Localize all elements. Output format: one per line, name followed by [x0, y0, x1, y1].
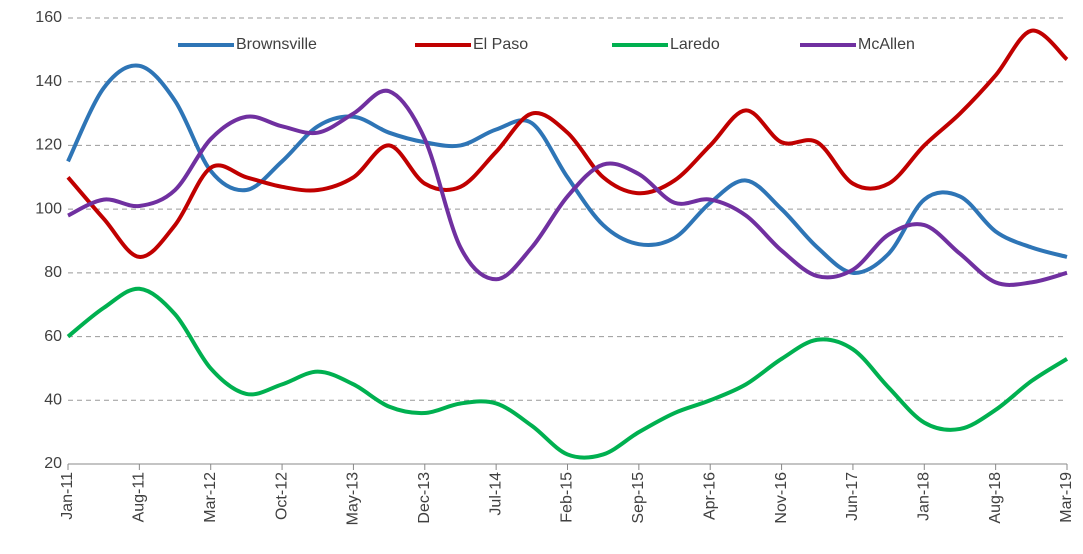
x-tick-label: Jun-17: [844, 472, 861, 521]
x-tick-label: Mar-19: [1058, 472, 1075, 523]
x-tick-label: Sep-15: [630, 472, 647, 524]
legend-label: McAllen: [858, 36, 915, 53]
x-tick-label: Jul-14: [487, 472, 504, 516]
y-tick-label: 40: [44, 392, 62, 409]
x-tick-label: Dec-13: [416, 472, 433, 524]
x-tick-label: Oct-12: [273, 472, 290, 520]
x-tick-label: May-13: [345, 472, 362, 525]
series-line: [66, 286, 1069, 460]
legend-label: Laredo: [670, 36, 720, 53]
y-tick-label: 100: [35, 200, 62, 217]
y-tick-label: 60: [44, 328, 62, 345]
legend-label: El Paso: [473, 36, 528, 53]
series-line: [66, 28, 1069, 259]
x-tick-label: Aug-11: [131, 472, 148, 523]
x-tick-label: Feb-15: [559, 472, 576, 523]
y-tick-label: 20: [44, 455, 62, 472]
legend-label: Brownsville: [236, 36, 317, 53]
x-tick-label: Jan-11: [59, 472, 76, 520]
series-line: [66, 63, 1068, 275]
y-tick-label: 140: [35, 73, 62, 90]
x-tick-label: Jan-18: [916, 472, 933, 521]
x-tick-label: Aug-18: [987, 472, 1004, 524]
x-tick-label: Nov-16: [773, 472, 790, 524]
series-line: [67, 88, 1068, 287]
x-tick-label: Apr-16: [701, 472, 718, 520]
y-tick-label: 160: [35, 9, 62, 26]
y-tick-label: 80: [44, 264, 62, 281]
y-tick-label: 120: [35, 137, 62, 154]
x-tick-label: Mar-12: [202, 472, 219, 523]
